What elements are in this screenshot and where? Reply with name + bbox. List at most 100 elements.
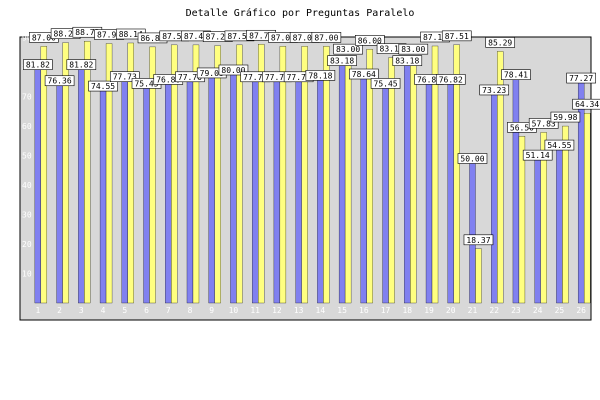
value-label: 87.51 xyxy=(441,30,472,42)
value-label: 83.00 xyxy=(333,43,363,55)
value-label-box xyxy=(109,71,140,82)
value-label-box xyxy=(311,32,342,43)
value-label: 54.55 xyxy=(544,139,575,151)
bar-series-2 xyxy=(366,49,373,304)
x-tick-label: 6 xyxy=(144,306,149,315)
value-label-text: 77.73 xyxy=(113,73,137,82)
x-tick-label: 13 xyxy=(294,306,304,315)
value-label-text: 50.00 xyxy=(460,155,484,164)
value-label-text: 87.00 xyxy=(32,33,56,42)
x-tick-label: 26 xyxy=(576,306,586,315)
bar-series-2 xyxy=(84,41,91,304)
value-label-text: 87.22 xyxy=(206,33,230,42)
bar-series-2 xyxy=(127,42,134,304)
value-label-box xyxy=(370,78,401,89)
bar-series-1 xyxy=(382,80,389,304)
value-label: 73.23 xyxy=(479,84,510,96)
bar-series-1 xyxy=(338,57,346,304)
value-label-text: 83.18 xyxy=(380,45,404,54)
value-label-box xyxy=(501,69,531,80)
x-tick-label: 1 xyxy=(35,306,40,315)
value-label: 83.18 xyxy=(327,55,357,66)
bar-series-1 xyxy=(121,73,128,304)
value-label-box xyxy=(355,34,385,46)
x-tick-label: 5 xyxy=(122,306,127,315)
y-tick-label: 70 xyxy=(22,93,32,102)
value-label-text: 83.18 xyxy=(330,57,354,66)
bar-series-1 xyxy=(165,76,172,304)
bar-series-1 xyxy=(252,73,259,304)
value-label-text: 86.00 xyxy=(358,36,382,45)
bar-series-2 xyxy=(344,58,352,304)
bar-series-1 xyxy=(230,66,237,304)
y-tick-label: 30 xyxy=(22,211,32,220)
x-tick-label: 16 xyxy=(359,306,369,315)
bar-series-1 xyxy=(512,71,520,304)
value-label-text: 87.12 xyxy=(423,33,447,42)
bar-series-1 xyxy=(295,73,302,304)
value-label-box xyxy=(305,70,336,81)
chart-title: Detalle Gráfico por Preguntas Paralelo xyxy=(185,8,415,19)
value-label-box xyxy=(66,59,97,70)
bar-series-1 xyxy=(317,72,324,304)
x-tick-label: 11 xyxy=(250,306,260,315)
x-axis-ticks: 1 2 3 4 5 6 7 8 9 10 11 12 13 14 15 16 17 18 19 20 21 22 23 24 2… xyxy=(35,306,586,315)
x-tick-label: 21 xyxy=(468,306,478,315)
x-tick-label: 3 xyxy=(79,306,84,315)
y-tick-label: 20 xyxy=(22,240,32,249)
value-label-text: 87.00 xyxy=(314,33,338,42)
x-tick-label: 20 xyxy=(446,306,456,315)
value-label-text: 83.00 xyxy=(401,45,425,54)
x-tick-label: 23 xyxy=(511,306,521,315)
value-label-text: 76.80 xyxy=(156,75,180,84)
bar-series-1 xyxy=(534,151,541,304)
x-tick-label: 10 xyxy=(229,306,239,315)
value-label-box xyxy=(333,43,363,55)
bar-series-2 xyxy=(323,46,330,304)
value-label: 87.00 xyxy=(311,32,342,43)
value-label: 76.36 xyxy=(44,75,75,87)
bar-series-2 xyxy=(453,44,460,304)
x-tick-label: 2 xyxy=(57,306,62,315)
bar-series-2 xyxy=(388,57,395,304)
bar-series-1 xyxy=(56,77,63,304)
value-label-text: 78.18 xyxy=(308,71,332,80)
bar-series-2 xyxy=(40,46,48,304)
x-tick-label: 8 xyxy=(188,306,193,315)
bar-series-2 xyxy=(497,51,504,304)
value-label: 80.00 xyxy=(218,64,249,76)
value-label: 81.82 xyxy=(23,59,53,70)
value-label: 81.82 xyxy=(66,59,97,70)
value-label-text: 51.14 xyxy=(526,151,550,160)
value-label-text: 57.83 xyxy=(532,119,556,128)
bar-series-1 xyxy=(208,69,215,304)
value-label-box xyxy=(327,55,357,66)
bar-series-2 xyxy=(236,44,243,304)
value-label: 18.37 xyxy=(463,234,494,246)
bar-series-2 xyxy=(475,248,482,304)
value-label-box xyxy=(544,139,575,151)
value-label-text: 80.00 xyxy=(221,66,245,75)
value-label-text: 77.70 xyxy=(265,73,289,82)
bar-series-2 xyxy=(279,46,287,304)
bar-series-2 xyxy=(149,46,156,304)
bar-series-2 xyxy=(171,44,178,304)
bar-series-1 xyxy=(491,86,498,304)
value-label-box xyxy=(485,37,516,48)
value-label: 78.18 xyxy=(305,70,336,81)
value-label-text: 87.95 xyxy=(97,31,121,40)
value-label: 59.98 xyxy=(550,111,581,123)
value-label: 78.64 xyxy=(349,68,379,80)
value-label: 83.18 xyxy=(392,55,423,66)
value-label-text: 77.70 xyxy=(243,73,267,82)
bar-series-2 xyxy=(518,136,526,304)
value-labels: 81.82 87.00 76.36 88.24 81.82 88.73 74.55 87.95… xyxy=(23,26,600,246)
x-tick-label: 15 xyxy=(337,306,347,315)
y-tick-label: 10 xyxy=(22,270,32,279)
value-label-text: 83.18 xyxy=(395,57,419,66)
bar-series-2 xyxy=(410,58,417,304)
bar-series-2 xyxy=(301,46,308,304)
value-label-text: 18.37 xyxy=(466,236,490,245)
bar-series-1 xyxy=(34,61,42,304)
